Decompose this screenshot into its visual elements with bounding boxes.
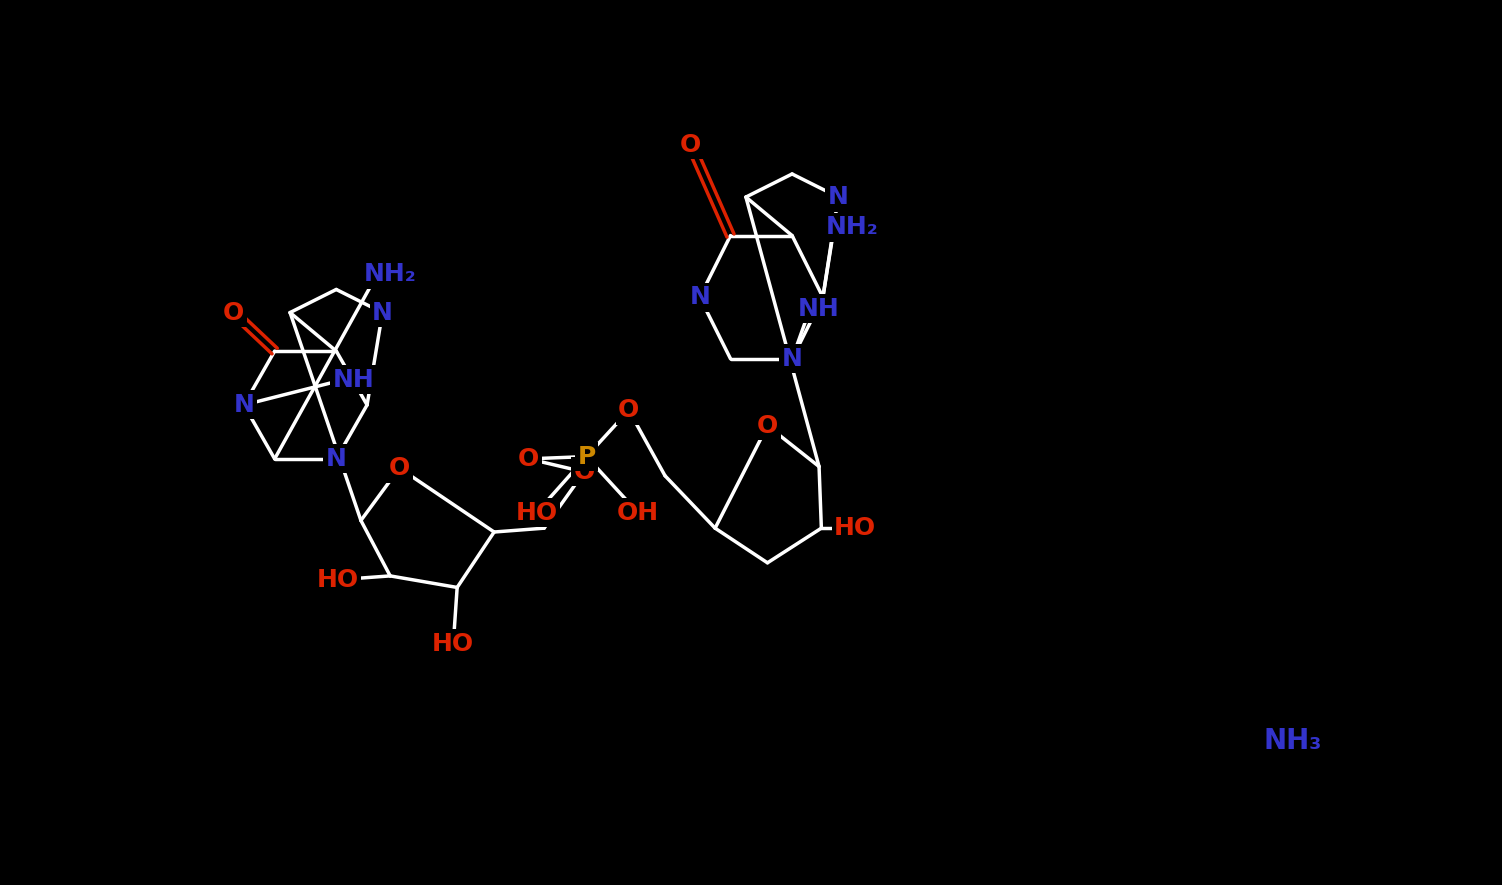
Text: HO: HO — [834, 516, 876, 540]
Text: O: O — [224, 301, 245, 325]
Text: N: N — [372, 301, 394, 325]
Text: NH₂: NH₂ — [363, 262, 416, 286]
Text: O: O — [389, 456, 410, 480]
Text: O: O — [680, 133, 701, 157]
Text: N: N — [233, 393, 254, 417]
Text: NH₃: NH₃ — [1263, 727, 1322, 756]
Text: NH: NH — [332, 367, 374, 391]
Text: HO: HO — [433, 632, 475, 656]
Text: OH: OH — [617, 501, 659, 525]
Text: N: N — [781, 347, 802, 371]
Text: N: N — [689, 285, 710, 309]
Text: N: N — [326, 447, 347, 471]
Text: O: O — [574, 460, 595, 484]
Text: O: O — [518, 447, 539, 471]
Text: O: O — [619, 398, 640, 422]
Text: NH₂: NH₂ — [826, 215, 879, 239]
Text: HO: HO — [317, 568, 359, 592]
Text: O: O — [757, 414, 778, 438]
Text: HO: HO — [515, 501, 557, 525]
Text: NH: NH — [798, 296, 840, 320]
Text: N: N — [828, 185, 849, 209]
Text: P: P — [577, 444, 596, 468]
